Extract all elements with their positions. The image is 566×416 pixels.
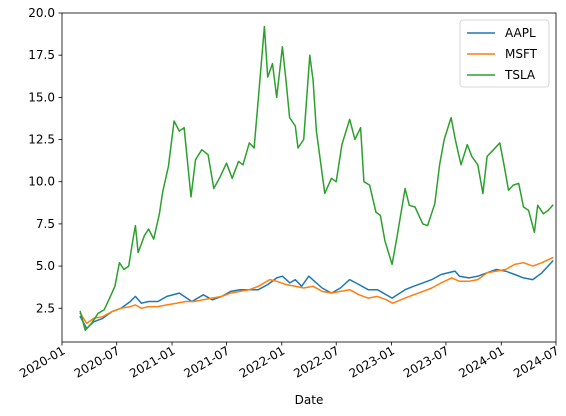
- legend-label-tsla: TSLA: [504, 68, 536, 82]
- y-tick-label: 15.0: [28, 90, 55, 104]
- y-tick-label: 7.5: [36, 217, 55, 231]
- legend-label-msft: MSFT: [505, 47, 538, 61]
- legend-label-aapl: AAPL: [505, 26, 536, 40]
- plot-frame: [61, 12, 557, 343]
- y-tick-label: 10.0: [28, 175, 55, 189]
- series-layer: [79, 25, 554, 331]
- x-axis-label: Date: [295, 393, 324, 407]
- y-tick-label: 5.0: [36, 259, 55, 273]
- series-line-aapl: [79, 259, 554, 330]
- series-line-msft: [79, 256, 554, 325]
- legend-box: [459, 19, 550, 88]
- y-tick-label: 2.5: [36, 301, 55, 315]
- y-axis: 2.5 5.0 7.5 10.0 12.5 15.0 17.5 20.0: [28, 6, 62, 315]
- y-tick-label: 17.5: [28, 48, 55, 62]
- y-tick-label: 12.5: [28, 133, 55, 147]
- legend: AAPL MSFT TSLA: [459, 19, 550, 88]
- y-tick-label: 20.0: [28, 6, 55, 20]
- series-line-tsla: [79, 25, 554, 331]
